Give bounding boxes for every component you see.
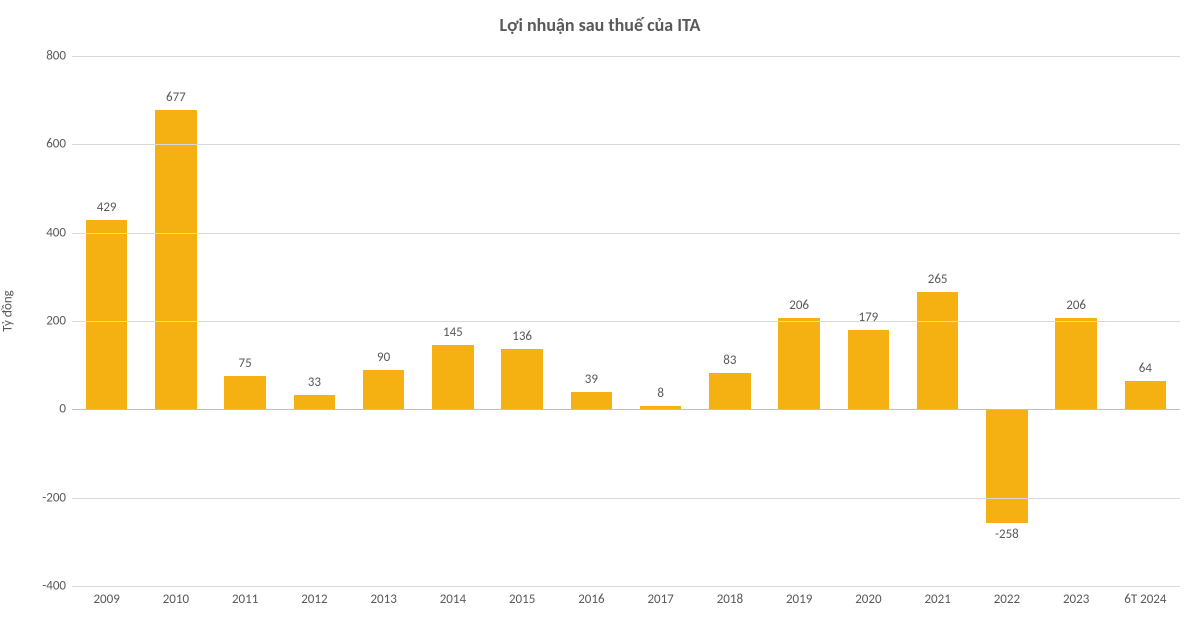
y-axis-tick-label: 0 (24, 402, 66, 417)
bar-value-label: -258 (972, 527, 1041, 542)
bar-value-label: 83 (695, 353, 764, 368)
grid-line (72, 233, 1180, 234)
bar-value-label: 677 (141, 90, 210, 105)
x-axis-tick-label: 2020 (834, 592, 903, 607)
x-axis-tick-label: 2009 (72, 592, 141, 607)
x-axis-tick-label: 2010 (141, 592, 210, 607)
y-axis-label: Tỷ đồng (1, 290, 16, 332)
plot-area: 42967775339014513639883206179265-2582066… (72, 56, 1180, 586)
x-axis-tick-label: 2015 (488, 592, 557, 607)
bar (709, 373, 751, 410)
y-axis-tick-label: 600 (24, 137, 66, 152)
bar-value-label: 8 (626, 386, 695, 401)
x-axis-tick-label: 2014 (418, 592, 487, 607)
bar-value-label: 39 (557, 372, 626, 387)
x-axis-tick-label: 2022 (972, 592, 1041, 607)
bar-value-label: 206 (765, 298, 834, 313)
bar (501, 349, 543, 409)
x-axis-tick-label: 2023 (1042, 592, 1111, 607)
grid-line (72, 56, 1180, 57)
x-axis-tick-label: 2013 (349, 592, 418, 607)
bar (224, 376, 266, 409)
bar-value-label: 75 (211, 356, 280, 371)
y-axis-tick-label: -200 (24, 490, 66, 505)
bar (848, 330, 890, 409)
bar (778, 318, 820, 409)
bar (571, 392, 613, 409)
grid-line (72, 321, 1180, 322)
chart-title: Lợi nhuận sau thuế của ITA (0, 14, 1200, 36)
grid-line (72, 409, 1180, 410)
x-axis-tick-label: 2017 (626, 592, 695, 607)
y-axis-tick-label: -400 (24, 579, 66, 594)
grid-line (72, 586, 1180, 587)
chart-container: Lợi nhuận sau thuế của ITA Tỷ đồng 429 67… (0, 0, 1200, 622)
x-axis-tick-label: 2019 (765, 592, 834, 607)
bar-value-label: 64 (1111, 361, 1180, 376)
x-axis-tick-label: 2018 (695, 592, 764, 607)
y-axis-tick-label: 400 (24, 225, 66, 240)
x-axis-tick-label: 2011 (211, 592, 280, 607)
bar (917, 292, 959, 409)
x-axis-tick-label: 6T 2024 (1111, 592, 1180, 607)
bar (86, 220, 128, 409)
y-axis-tick-label: 200 (24, 314, 66, 329)
grid-line (72, 498, 1180, 499)
x-axis-tick-label: 2012 (280, 592, 349, 607)
bar (1125, 381, 1167, 409)
bar (1055, 318, 1097, 409)
y-axis-tick-label: 800 (24, 49, 66, 64)
bar-value-label: 136 (488, 329, 557, 344)
bar-value-label: 265 (903, 272, 972, 287)
bar-value-label: 90 (349, 350, 418, 365)
bar (155, 110, 197, 409)
x-axis-labels: 2009201020112012201320142015201620172018… (72, 592, 1180, 612)
grid-line (72, 144, 1180, 145)
bar-value-label: 145 (418, 325, 487, 340)
bar (986, 409, 1028, 523)
bar (294, 395, 336, 410)
bar-value-label: 429 (72, 200, 141, 215)
x-axis-tick-label: 2016 (557, 592, 626, 607)
bar-value-label: 206 (1042, 298, 1111, 313)
bar (363, 370, 405, 410)
bar-value-label: 179 (834, 310, 903, 325)
bar (432, 345, 474, 409)
bar-value-label: 33 (280, 375, 349, 390)
x-axis-tick-label: 2021 (903, 592, 972, 607)
